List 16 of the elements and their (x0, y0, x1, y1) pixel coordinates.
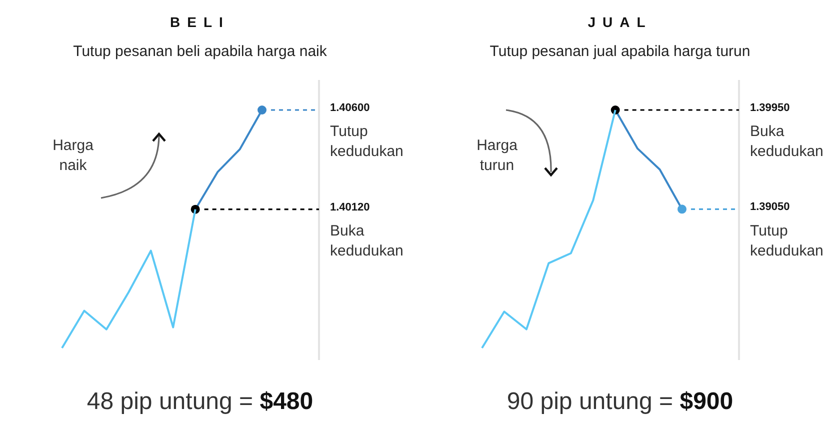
chart-subtitle: Tutup pesanan jual apabila harga turun (488, 43, 752, 60)
text: Buka kedudukan (750, 123, 824, 160)
data-label: 1.40600 (330, 102, 370, 114)
text: Buka kedudukan (330, 222, 404, 260)
annotation: Harga turun (476, 136, 518, 176)
text: 90 pip untung = $900 (506, 388, 734, 416)
text: 48 pip untung = $480 (86, 388, 314, 416)
chart-title: JUAL (586, 14, 654, 30)
chart-subtitle: Tutup pesanan beli apabila harga naik (72, 43, 328, 60)
data-label: 1.40120 (330, 201, 370, 214)
data-label: 1.39950 (750, 102, 790, 114)
text: Tutup kedudukan (330, 123, 404, 160)
data-label: 1.39050 (750, 201, 790, 214)
annotation: Harga naik (52, 136, 94, 176)
chart-title: BELI (169, 14, 231, 30)
text: Tutup kedudukan (750, 222, 824, 260)
